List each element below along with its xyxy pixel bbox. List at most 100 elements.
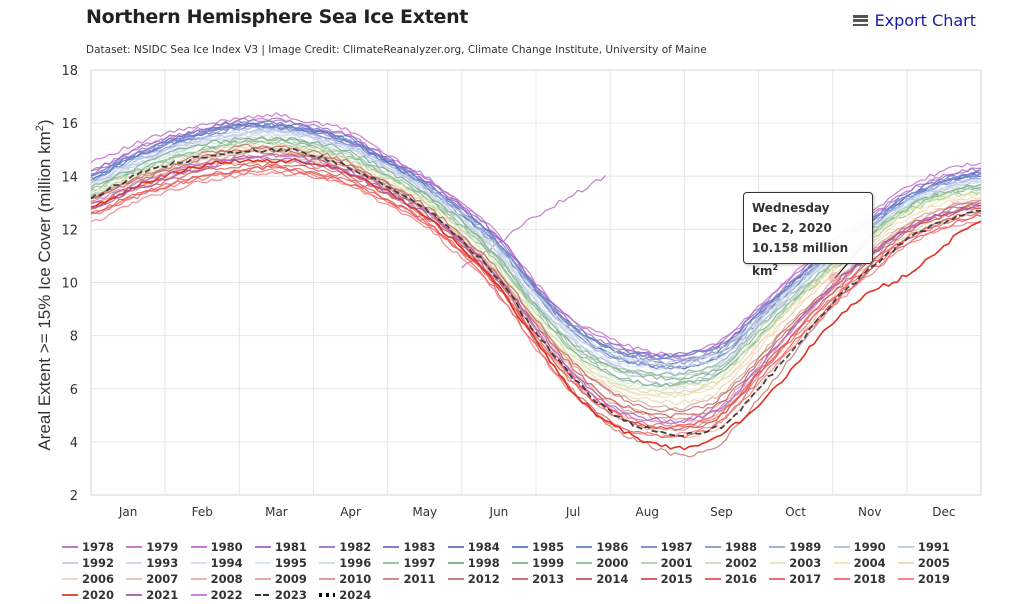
y-axis-ticks: 2 4 6 8 10 12 14 16 18 (61, 64, 78, 504)
tooltip: Wednesday Dec 2, 2020 10.158 million km2 (743, 192, 873, 278)
legend-item-2020[interactable]: 2020 (62, 587, 126, 602)
legend-item-2002[interactable]: 2002 (704, 555, 769, 570)
legend-swatch-icon (447, 545, 464, 548)
legend-item-1988[interactable]: 1988 (704, 539, 769, 554)
y-tick-label: 10 (61, 277, 78, 292)
legend-swatch-icon (447, 577, 464, 580)
legend-swatch-icon (897, 561, 914, 564)
legend-swatch-icon (897, 545, 914, 548)
legend-item-1989[interactable]: 1989 (769, 539, 833, 554)
legend-item-1985[interactable]: 1985 (512, 539, 576, 554)
legend-item-1981[interactable]: 1981 (254, 539, 319, 554)
legend-label: 1996 (339, 555, 372, 570)
y-tick-label: 12 (61, 223, 78, 238)
legend-item-2000[interactable]: 2000 (576, 555, 640, 570)
legend-item-2015[interactable]: 2015 (640, 571, 705, 586)
legend-item-2016[interactable]: 2016 (704, 571, 769, 586)
legend-item-2012[interactable]: 2012 (447, 571, 512, 586)
legend-item-2006[interactable]: 2006 (62, 571, 126, 586)
legend-item-1982[interactable]: 1982 (319, 539, 383, 554)
legend-swatch-icon (62, 561, 78, 564)
chart-title: Northern Hemisphere Sea Ice Extent (86, 6, 469, 28)
y-axis-label: Areal Extent >= 15% Ice Cover (million k… (34, 119, 54, 450)
legend-item-1995[interactable]: 1995 (254, 555, 319, 570)
legend-label: 1987 (660, 539, 693, 554)
legend-item-2005[interactable]: 2005 (897, 555, 962, 570)
legend-item-1997[interactable]: 1997 (383, 555, 447, 570)
legend-label: 1992 (82, 555, 115, 570)
legend-label: 2000 (596, 555, 629, 570)
legend-swatch-icon (126, 577, 143, 580)
legend-swatch-icon (190, 545, 207, 548)
legend-swatch-icon (383, 545, 400, 548)
legend-label: 1991 (917, 539, 950, 554)
legend-item-1979[interactable]: 1979 (126, 539, 190, 554)
x-tick-label: Jan (118, 505, 138, 519)
legend-swatch-icon (512, 577, 529, 580)
legend-item-1984[interactable]: 1984 (447, 539, 512, 554)
legend-item-2018[interactable]: 2018 (833, 571, 898, 586)
x-tick-label: Sep (710, 505, 733, 519)
legend-item-2014[interactable]: 2014 (576, 571, 640, 586)
legend-item-1983[interactable]: 1983 (383, 539, 447, 554)
x-tick-label: May (412, 505, 437, 519)
x-tick-label: Nov (858, 505, 881, 519)
legend-item-1978[interactable]: 1978 (62, 539, 126, 554)
legend-item-1990[interactable]: 1990 (833, 539, 898, 554)
legend-swatch-icon (640, 545, 657, 548)
legend-label: 2001 (660, 555, 693, 570)
legend-item-2003[interactable]: 2003 (769, 555, 833, 570)
legend-item-1992[interactable]: 1992 (62, 555, 126, 570)
legend-swatch-icon (126, 545, 143, 548)
x-tick-label: Jul (565, 505, 580, 519)
series-line-2012 (90, 143, 982, 458)
legend-item-1986[interactable]: 1986 (576, 539, 640, 554)
legend-item-2010[interactable]: 2010 (319, 571, 383, 586)
legend-label: 2007 (146, 571, 179, 586)
legend-item-1996[interactable]: 1996 (319, 555, 383, 570)
legend-item-2019[interactable]: 2019 (897, 571, 962, 586)
legend-swatch-icon (126, 561, 143, 564)
legend-label: 2023 (274, 587, 307, 602)
legend-item-1991[interactable]: 1991 (897, 539, 962, 554)
legend-swatch-icon (704, 545, 721, 548)
series-line-2013 (90, 146, 982, 413)
legend-item-1993[interactable]: 1993 (126, 555, 190, 570)
x-tick-label: Mar (265, 505, 288, 519)
legend-swatch-icon (640, 561, 657, 564)
legend-item-2023[interactable]: 2023 (254, 587, 319, 602)
legend-item-2021[interactable]: 2021 (126, 587, 190, 602)
legend-item-2013[interactable]: 2013 (512, 571, 576, 586)
legend-item-1999[interactable]: 1999 (512, 555, 576, 570)
legend-swatch-icon (254, 545, 271, 548)
export-chart-button[interactable]: Export Chart (852, 11, 976, 30)
legend-item-2008[interactable]: 2008 (190, 571, 255, 586)
legend-item-2004[interactable]: 2004 (833, 555, 898, 570)
legend-item-2007[interactable]: 2007 (126, 571, 190, 586)
legend-swatch-icon (319, 545, 336, 548)
hamburger-menu-icon (852, 15, 868, 26)
tooltip-value: 10.158 million km2 (752, 241, 849, 278)
legend-swatch-icon (576, 545, 593, 548)
legend-item-2022[interactable]: 2022 (190, 587, 255, 602)
legend-label: 2015 (660, 571, 693, 586)
legend-label: 1994 (210, 555, 243, 570)
legend-item-2001[interactable]: 2001 (640, 555, 705, 570)
legend-item-2011[interactable]: 2011 (383, 571, 447, 586)
legend-item-1987[interactable]: 1987 (640, 539, 705, 554)
series-line-2020 (90, 157, 982, 451)
x-tick-label: Feb (192, 505, 213, 519)
legend-item-1998[interactable]: 1998 (447, 555, 512, 570)
legend-label: 2006 (82, 571, 115, 586)
legend-item-1994[interactable]: 1994 (190, 555, 255, 570)
y-tick-label: 8 (70, 330, 78, 345)
legend-item-2017[interactable]: 2017 (769, 571, 833, 586)
legend-item-2024[interactable]: 2024 (319, 587, 383, 602)
legend-swatch-icon (190, 561, 207, 564)
legend-label: 1995 (274, 555, 307, 570)
legend-swatch-icon (769, 577, 786, 580)
legend-label: 2012 (467, 571, 500, 586)
legend-item-1980[interactable]: 1980 (190, 539, 255, 554)
legend-swatch-icon (126, 593, 143, 596)
legend-item-2009[interactable]: 2009 (254, 571, 319, 586)
